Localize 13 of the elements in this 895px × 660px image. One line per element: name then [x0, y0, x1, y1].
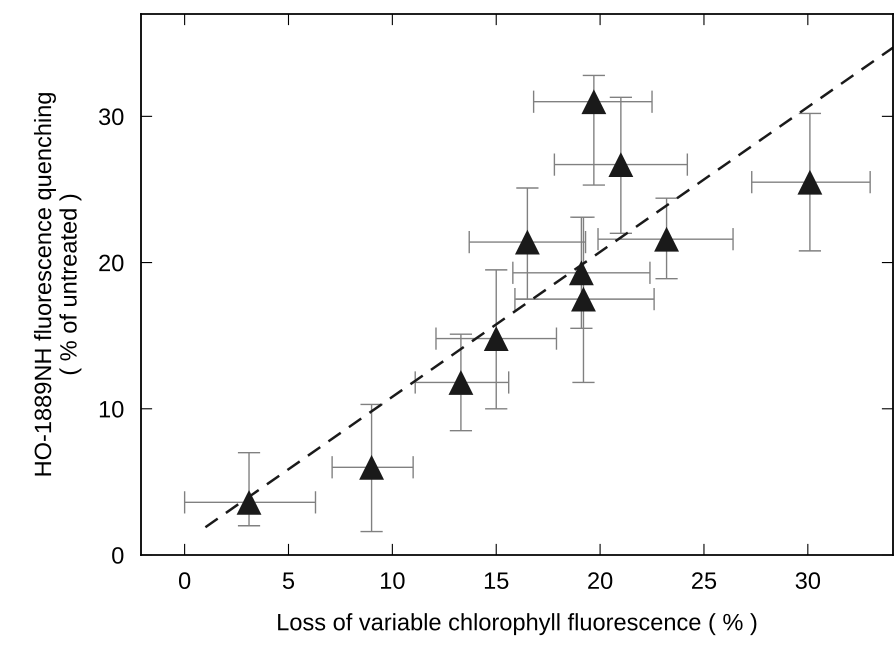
- y-tick-label: 20: [99, 254, 124, 272]
- x-axis-title: Loss of variable chlorophyll fluorescence ( % ): [278, 613, 756, 636]
- x-tick-label: 30: [796, 572, 820, 590]
- x-tick-label: 15: [484, 572, 508, 590]
- x-tick-label: 5: [282, 572, 294, 590]
- y-tick-label: 30: [98, 108, 124, 126]
- y-tick-label: 0: [112, 547, 124, 564]
- x-tick-label: 10: [381, 572, 405, 590]
- x-tick-label: 25: [692, 572, 716, 590]
- x-tick-label: 0: [178, 572, 190, 590]
- x-tick-label: 20: [588, 572, 612, 590]
- y-axis-title: HO-1889NH fluorescence quenching ( % of untreated ): [34, 93, 82, 476]
- y-tick-label: 10: [100, 400, 124, 418]
